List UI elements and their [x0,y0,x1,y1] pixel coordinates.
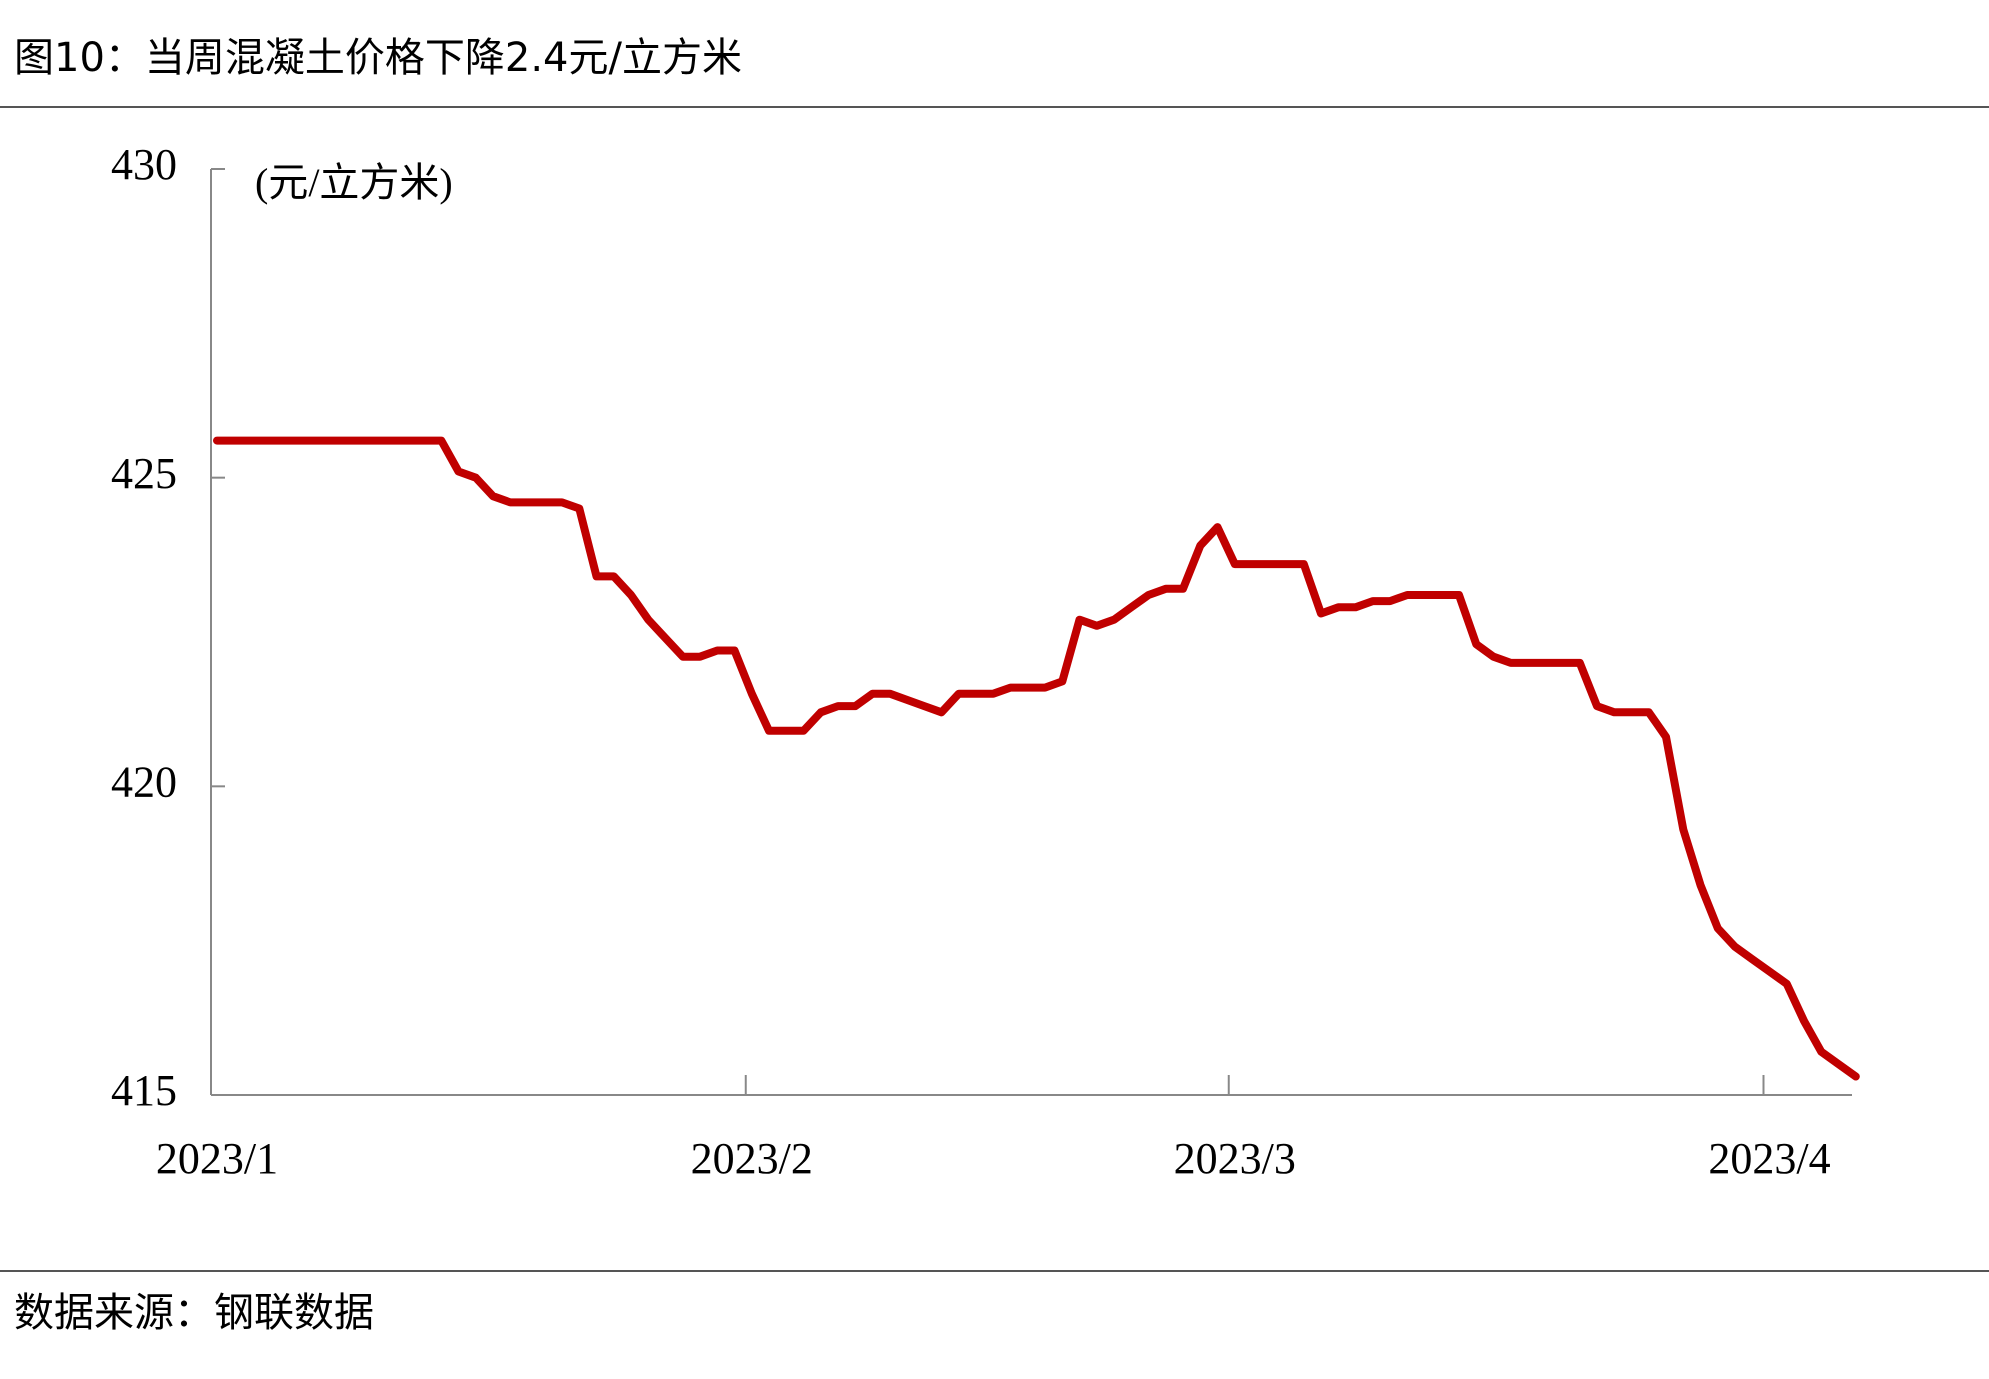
x-tick-label: 2023/1 [156,1134,278,1183]
x-tick-label: 2023/4 [1708,1134,1830,1183]
chart-title: 图10：当周混凝土价格下降2.4元/立方米 [14,35,742,81]
y-tick-label: 415 [111,1066,177,1115]
y-unit: (元/立方米) [255,160,453,205]
x-tick-label: 2023/3 [1174,1134,1296,1183]
y-tick-label: 420 [111,757,177,806]
y-tick-label: 430 [111,140,177,189]
y-tick-label: 425 [111,449,177,498]
x-tick-label: 2023/2 [691,1134,813,1183]
line [213,436,1860,1081]
source: 数据来源：钢联数据 [14,1290,374,1336]
